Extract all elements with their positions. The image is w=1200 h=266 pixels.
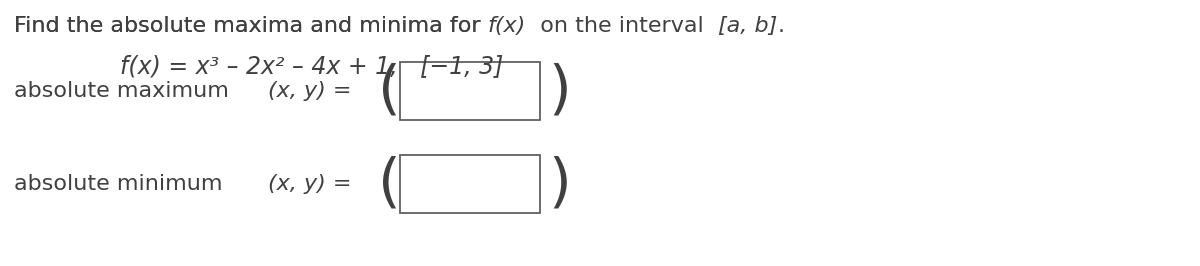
Text: f(x) = x³ – 2x² – 4x + 1,   [−1, 3]: f(x) = x³ – 2x² – 4x + 1, [−1, 3] [120, 54, 503, 78]
Text: on the interval: on the interval [526, 16, 718, 36]
FancyBboxPatch shape [400, 155, 540, 213]
Text: ): ) [548, 156, 571, 213]
FancyBboxPatch shape [400, 62, 540, 120]
Text: (x, y) =: (x, y) = [268, 81, 359, 101]
Text: Find the absolute maxima and minima for: Find the absolute maxima and minima for [14, 16, 487, 36]
Text: Find the absolute maxima and minima for f(x): Find the absolute maxima and minima for … [14, 16, 527, 36]
Text: f(x): f(x) [487, 16, 526, 36]
Text: Find the absolute maxima and minima for: Find the absolute maxima and minima for [14, 16, 487, 36]
Text: .: . [778, 16, 785, 36]
Text: [a, b]: [a, b] [718, 16, 778, 36]
Text: (: ( [378, 63, 401, 119]
Text: absolute minimum: absolute minimum [14, 174, 222, 194]
Text: (: ( [378, 156, 401, 213]
Text: ): ) [548, 63, 571, 119]
Text: (x, y) =: (x, y) = [268, 174, 359, 194]
Text: absolute maximum: absolute maximum [14, 81, 229, 101]
